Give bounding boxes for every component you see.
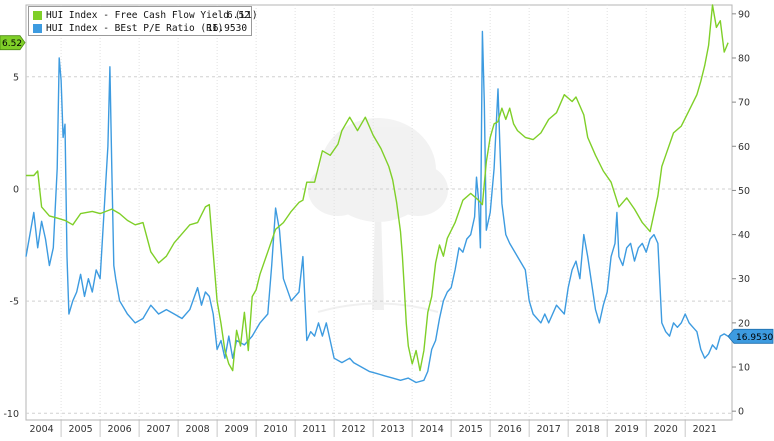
x-tick-label: 2010 <box>264 424 288 435</box>
x-tick-label: 2020 <box>654 424 678 435</box>
plot-area <box>25 4 733 421</box>
x-tick-label: 2009 <box>225 424 249 435</box>
x-tick-label: 2016 <box>498 424 522 435</box>
y-right-tick-label: 80 <box>738 53 750 64</box>
y-right-tick-label: 90 <box>738 9 750 20</box>
y-right-tick-label: 0 <box>738 407 744 418</box>
x-tick-label: 2019 <box>615 424 639 435</box>
x-tick-label: 2021 <box>693 424 717 435</box>
legend-item-fcf-yield: HUI Index - Free Cash Flow Yield (L1) 6.… <box>33 9 258 22</box>
badge-text-fcf-yield: 6.52 <box>2 39 22 49</box>
legend-label-fcf-yield: HUI Index - Free Cash Flow Yield (L1) <box>46 10 258 21</box>
x-tick-label: 2011 <box>303 424 327 435</box>
y-right-tick-label: 60 <box>738 142 750 153</box>
x-tick-label: 2013 <box>381 424 405 435</box>
y-right-tick-label: 50 <box>738 186 750 197</box>
y-left-tick-label: 0 <box>13 184 19 195</box>
x-tick-label: 2008 <box>186 424 210 435</box>
legend-value-fcf-yield: 6.52 <box>227 10 250 21</box>
y-right-tick-label: 20 <box>738 318 750 329</box>
tree-watermark <box>308 118 448 313</box>
x-tick-label: 2015 <box>459 424 483 435</box>
tree-roots <box>317 302 439 313</box>
legend-value-pe-ratio: 16.9530 <box>207 23 248 34</box>
y-right-tick-label: 70 <box>738 98 750 109</box>
y-right-tick-label: 30 <box>738 274 750 285</box>
series-line-fcf-yield <box>26 4 729 372</box>
legend-swatch-fcf-yield <box>33 11 42 20</box>
y-right-tick-label: 10 <box>738 363 750 374</box>
badge-text-pe-ratio: 16.9530 <box>736 333 773 343</box>
badge-shape-fcf-yield <box>0 35 26 51</box>
tree-crown-right <box>388 164 448 216</box>
y-right-tick-label: 40 <box>738 230 750 241</box>
legend: HUI Index - Free Cash Flow Yield (L1) 6.… <box>28 6 258 36</box>
tree-crown-left <box>308 164 368 216</box>
series-line-pe-ratio <box>25 30 729 384</box>
legend-item-pe-ratio: HUI Index - BEst P/E Ratio (R1) 16.9530 <box>33 22 249 35</box>
y-left-tick-label: 5 <box>13 72 19 83</box>
x-tick-label: 2017 <box>537 424 561 435</box>
y-left-tick-label: -5 <box>10 297 19 308</box>
badge-shape-pe-ratio <box>727 328 774 344</box>
last-value-badge-pe-ratio: 16.9530 <box>727 328 774 344</box>
x-tick-label: 2014 <box>420 424 444 435</box>
x-tick-label: 2018 <box>576 424 600 435</box>
tree-crown <box>320 118 436 222</box>
x-tick-label: 2005 <box>69 424 93 435</box>
y-left-tick-label: -10 <box>3 409 19 420</box>
last-value-badge-fcf-yield: 6.52 <box>0 35 26 51</box>
legend-label-pe-ratio: HUI Index - BEst P/E Ratio (R1) <box>46 23 224 34</box>
tree-trunk <box>372 210 384 310</box>
x-tick-label: 2012 <box>342 424 366 435</box>
x-tick-label: 2004 <box>30 424 54 435</box>
x-tick-label: 2006 <box>108 424 132 435</box>
legend-swatch-pe-ratio <box>33 24 42 33</box>
x-tick-label: 2007 <box>147 424 171 435</box>
